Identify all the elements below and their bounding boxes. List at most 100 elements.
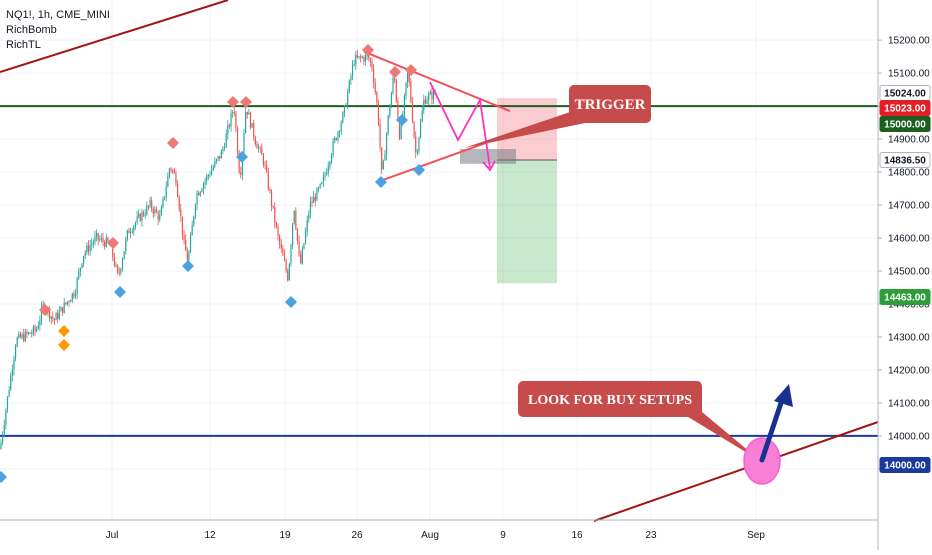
candle-body xyxy=(162,198,164,208)
symbol-label[interactable]: NQ1!, 1h, CME_MINI xyxy=(6,9,110,21)
candle-body xyxy=(241,152,243,175)
price-tag-label: 15000.00 xyxy=(884,120,926,131)
candle-body xyxy=(246,111,248,115)
candle-body xyxy=(207,175,209,177)
price-tag: 15024.00 xyxy=(879,85,931,101)
candle-body xyxy=(431,92,433,100)
candle-body xyxy=(338,131,341,133)
x-tick-label: 12 xyxy=(204,530,216,541)
candle-body xyxy=(222,148,224,152)
candle-body xyxy=(382,160,384,170)
x-tick-label: Jul xyxy=(106,530,119,541)
candle-body xyxy=(342,112,344,123)
candle-body xyxy=(189,235,192,253)
candle-body xyxy=(283,255,286,261)
candle-body xyxy=(149,200,151,207)
y-tick-label: 14700.00 xyxy=(888,201,930,212)
x-tick-label: 26 xyxy=(351,530,363,541)
candle-body xyxy=(159,215,161,220)
candle-body xyxy=(332,141,334,155)
candle-body xyxy=(16,337,18,347)
price-tag-label: 14463.00 xyxy=(884,293,926,304)
price-tag-bg xyxy=(879,100,931,116)
candle-body xyxy=(397,100,399,119)
price-tag-label: 14836.50 xyxy=(884,156,926,167)
candle-body xyxy=(295,210,297,229)
candle-body xyxy=(18,333,20,338)
candle-body xyxy=(348,80,350,93)
price-tag: 14836.50 xyxy=(879,152,931,168)
candle-body xyxy=(259,147,261,149)
candle-body xyxy=(314,196,316,201)
candle-body xyxy=(10,375,12,391)
price-tag: 14000.00 xyxy=(879,457,931,473)
candle-body xyxy=(81,263,83,268)
candle-body xyxy=(55,313,57,321)
candle-body xyxy=(97,233,99,240)
y-tick-label: 14000.00 xyxy=(888,431,930,442)
candle-body xyxy=(356,54,358,58)
candle-body xyxy=(400,124,402,139)
y-tick-label: 14300.00 xyxy=(888,332,930,343)
candle-body xyxy=(131,231,133,233)
candle-body xyxy=(275,222,277,227)
candle-body xyxy=(211,169,213,175)
candle-body xyxy=(340,122,342,132)
candle-body xyxy=(86,245,88,253)
candle-body xyxy=(287,270,289,281)
candle-body xyxy=(168,168,171,176)
candle-body xyxy=(290,245,292,264)
candle-body xyxy=(87,245,90,252)
candle-body xyxy=(309,201,312,215)
candle-body xyxy=(322,176,324,183)
candle-body xyxy=(232,112,234,114)
candle-body xyxy=(70,300,72,303)
candle-body xyxy=(37,325,39,329)
candle-body xyxy=(29,332,31,334)
candle-body xyxy=(319,183,321,188)
pivot-low-marker xyxy=(114,286,126,298)
signal-marker xyxy=(58,339,70,351)
indicator-richtl[interactable]: RichTL xyxy=(6,39,41,51)
y-tick-label: 14500.00 xyxy=(888,267,930,278)
candle-body xyxy=(228,125,231,127)
y-tick-label: 14600.00 xyxy=(888,234,930,245)
candle-body xyxy=(407,71,409,83)
candle-body xyxy=(369,58,371,62)
candle-body xyxy=(105,237,107,247)
candle-body xyxy=(334,137,336,142)
candle-body xyxy=(66,301,69,304)
candle-body xyxy=(428,94,430,101)
candle-body xyxy=(32,326,34,334)
candle-body xyxy=(126,230,128,240)
candle-body xyxy=(151,200,153,209)
candle-body xyxy=(14,346,17,359)
price-tag-bg xyxy=(879,289,931,305)
candle-body xyxy=(220,151,222,159)
candle-body xyxy=(196,193,198,205)
candle-body xyxy=(395,79,397,101)
buy-callout xyxy=(518,381,702,417)
candle-body xyxy=(164,196,166,199)
candle-body xyxy=(95,233,98,237)
indicator-richbomb[interactable]: RichBomb xyxy=(6,24,57,36)
candle-body xyxy=(23,334,25,341)
candle-body xyxy=(418,137,420,152)
candle-body xyxy=(387,115,389,134)
candle-body xyxy=(2,434,4,443)
pivot-high-marker xyxy=(240,96,252,108)
candle-body xyxy=(13,358,15,370)
candle-body xyxy=(58,311,60,319)
candle-body xyxy=(257,147,260,149)
projection-arrowhead xyxy=(482,160,496,172)
candle-body xyxy=(384,154,386,161)
candle-body xyxy=(266,165,268,172)
pivot-high-marker xyxy=(227,96,239,108)
y-tick-label: 14800.00 xyxy=(888,168,930,179)
x-tick-label: 23 xyxy=(645,530,657,541)
candle-body xyxy=(274,207,276,223)
candle-body xyxy=(308,214,310,220)
candle-body xyxy=(364,55,367,62)
